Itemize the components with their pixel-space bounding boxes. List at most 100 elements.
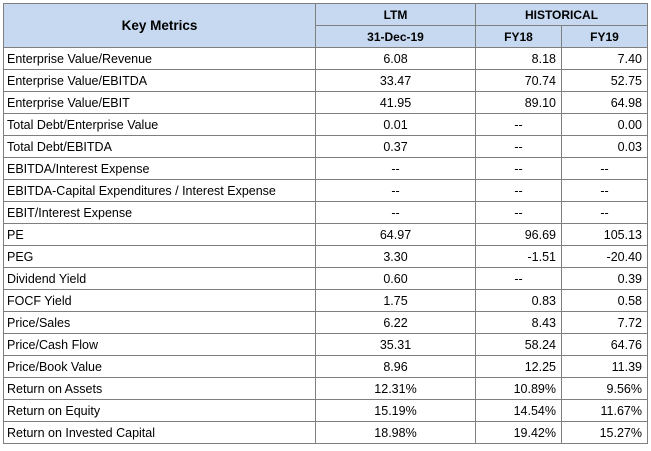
fy19-value-cell: 52.75 <box>561 69 648 92</box>
table-row: Enterprise Value/Revenue 6.08 8.18 7.40 <box>3 47 648 70</box>
table-row: Price/Sales 6.22 8.43 7.72 <box>3 311 648 334</box>
fy19-value-cell: -20.40 <box>561 245 648 268</box>
table-row: Dividend Yield 0.60 -- 0.39 <box>3 267 648 290</box>
fy18-header: FY18 <box>475 25 562 48</box>
fy19-header: FY19 <box>561 25 648 48</box>
ltm-value-cell: -- <box>315 157 476 180</box>
fy19-value-cell: 64.76 <box>561 333 648 356</box>
ltm-value-cell: 8.96 <box>315 355 476 378</box>
fy18-value-cell: 96.69 <box>475 223 562 246</box>
fy18-value-cell: 70.74 <box>475 69 562 92</box>
fy18-value-cell: -- <box>475 113 562 136</box>
ltm-value-cell: -- <box>315 201 476 224</box>
table-row: Return on Equity 15.19% 14.54% 11.67% <box>3 399 648 422</box>
table-row: EBIT/Interest Expense -- -- -- <box>3 201 648 224</box>
ltm-value-cell: 0.37 <box>315 135 476 158</box>
table-row: PE 64.97 96.69 105.13 <box>3 223 648 246</box>
fy18-value-cell: -- <box>475 267 562 290</box>
ltm-value-cell: 41.95 <box>315 91 476 114</box>
metric-cell: Price/Sales <box>3 311 316 334</box>
metric-cell: PEG <box>3 245 316 268</box>
fy18-value-cell: 14.54% <box>475 399 562 422</box>
fy18-value-cell: -- <box>475 179 562 202</box>
fy19-value-cell: 11.67% <box>561 399 648 422</box>
ltm-value-cell: 6.08 <box>315 47 476 70</box>
table-row: Total Debt/Enterprise Value 0.01 -- 0.00 <box>3 113 648 136</box>
fy19-value-cell: 0.39 <box>561 267 648 290</box>
ltm-value-cell: 18.98% <box>315 421 476 444</box>
header-row-top: Key Metrics LTM HISTORICAL <box>3 3 648 48</box>
metric-cell: EBIT/Interest Expense <box>3 201 316 224</box>
ltm-value-cell: 6.22 <box>315 311 476 334</box>
fy18-value-cell: -- <box>475 201 562 224</box>
table-row: FOCF Yield 1.75 0.83 0.58 <box>3 289 648 312</box>
table-row: EBITDA-Capital Expenditures / Interest E… <box>3 179 648 202</box>
fy19-value-cell: 105.13 <box>561 223 648 246</box>
metric-cell: PE <box>3 223 316 246</box>
ltm-value-cell: 0.01 <box>315 113 476 136</box>
ltm-date-header: 31-Dec-19 <box>315 25 476 48</box>
fy18-value-cell: -- <box>475 135 562 158</box>
metric-cell: Return on Assets <box>3 377 316 400</box>
fy19-value-cell: -- <box>561 157 648 180</box>
key-metrics-header: Key Metrics <box>3 3 316 48</box>
table-row: Price/Cash Flow 35.31 58.24 64.76 <box>3 333 648 356</box>
ltm-value-cell: 0.60 <box>315 267 476 290</box>
table-row: Enterprise Value/EBITDA 33.47 70.74 52.75 <box>3 69 648 92</box>
fy18-value-cell: 58.24 <box>475 333 562 356</box>
table-header: Key Metrics LTM HISTORICAL 31-Dec-19 FY1… <box>3 3 648 48</box>
metric-cell: Return on Equity <box>3 399 316 422</box>
metric-cell: Price/Book Value <box>3 355 316 378</box>
ltm-header: LTM <box>315 3 476 26</box>
key-metrics-sheet: Key Metrics LTM HISTORICAL 31-Dec-19 FY1… <box>3 3 648 444</box>
fy19-value-cell: 7.72 <box>561 311 648 334</box>
table-row: Enterprise Value/EBIT 41.95 89.10 64.98 <box>3 91 648 114</box>
fy18-value-cell: 89.10 <box>475 91 562 114</box>
table-row: PEG 3.30 -1.51 -20.40 <box>3 245 648 268</box>
fy19-value-cell: 7.40 <box>561 47 648 70</box>
metric-cell: Total Debt/Enterprise Value <box>3 113 316 136</box>
metric-cell: Dividend Yield <box>3 267 316 290</box>
metric-cell: Total Debt/EBITDA <box>3 135 316 158</box>
fy19-value-cell: 0.03 <box>561 135 648 158</box>
fy19-value-cell: -- <box>561 201 648 224</box>
table-row: Return on Assets 12.31% 10.89% 9.56% <box>3 377 648 400</box>
fy19-value-cell: 0.00 <box>561 113 648 136</box>
fy18-value-cell: 8.43 <box>475 311 562 334</box>
table-row: Return on Invested Capital 18.98% 19.42% 15… <box>3 421 648 444</box>
fy18-value-cell: 0.83 <box>475 289 562 312</box>
fy19-value-cell: 0.58 <box>561 289 648 312</box>
fy18-value-cell: 8.18 <box>475 47 562 70</box>
ltm-value-cell: 64.97 <box>315 223 476 246</box>
ltm-value-cell: 1.75 <box>315 289 476 312</box>
table-row: Total Debt/EBITDA 0.37 -- 0.03 <box>3 135 648 158</box>
historical-header: HISTORICAL <box>475 3 648 26</box>
fy18-value-cell: 12.25 <box>475 355 562 378</box>
ltm-value-cell: -- <box>315 179 476 202</box>
metric-cell: Enterprise Value/EBITDA <box>3 69 316 92</box>
fy18-value-cell: -- <box>475 157 562 180</box>
header-row-bottom: 31-Dec-19 FY18 FY19 <box>4 25 648 48</box>
ltm-value-cell: 33.47 <box>315 69 476 92</box>
fy18-value-cell: 19.42% <box>475 421 562 444</box>
ltm-value-cell: 3.30 <box>315 245 476 268</box>
table-row: Price/Book Value 8.96 12.25 11.39 <box>3 355 648 378</box>
fy19-value-cell: 11.39 <box>561 355 648 378</box>
fy19-value-cell: 64.98 <box>561 91 648 114</box>
table-body: Enterprise Value/Revenue 6.08 8.18 7.40 Ente… <box>3 47 648 444</box>
metric-cell: EBITDA/Interest Expense <box>3 157 316 180</box>
key-metrics-table: Key Metrics LTM HISTORICAL 31-Dec-19 FY1… <box>3 3 648 444</box>
metric-cell: EBITDA-Capital Expenditures / Interest E… <box>3 179 316 202</box>
fy19-value-cell: 15.27% <box>561 421 648 444</box>
metric-cell: Return on Invested Capital <box>3 421 316 444</box>
ltm-value-cell: 12.31% <box>315 377 476 400</box>
fy18-value-cell: 10.89% <box>475 377 562 400</box>
ltm-value-cell: 35.31 <box>315 333 476 356</box>
ltm-value-cell: 15.19% <box>315 399 476 422</box>
metric-cell: Price/Cash Flow <box>3 333 316 356</box>
metric-cell: Enterprise Value/Revenue <box>3 47 316 70</box>
metric-cell: Enterprise Value/EBIT <box>3 91 316 114</box>
fy19-value-cell: -- <box>561 179 648 202</box>
fy18-value-cell: -1.51 <box>475 245 562 268</box>
metric-cell: FOCF Yield <box>3 289 316 312</box>
